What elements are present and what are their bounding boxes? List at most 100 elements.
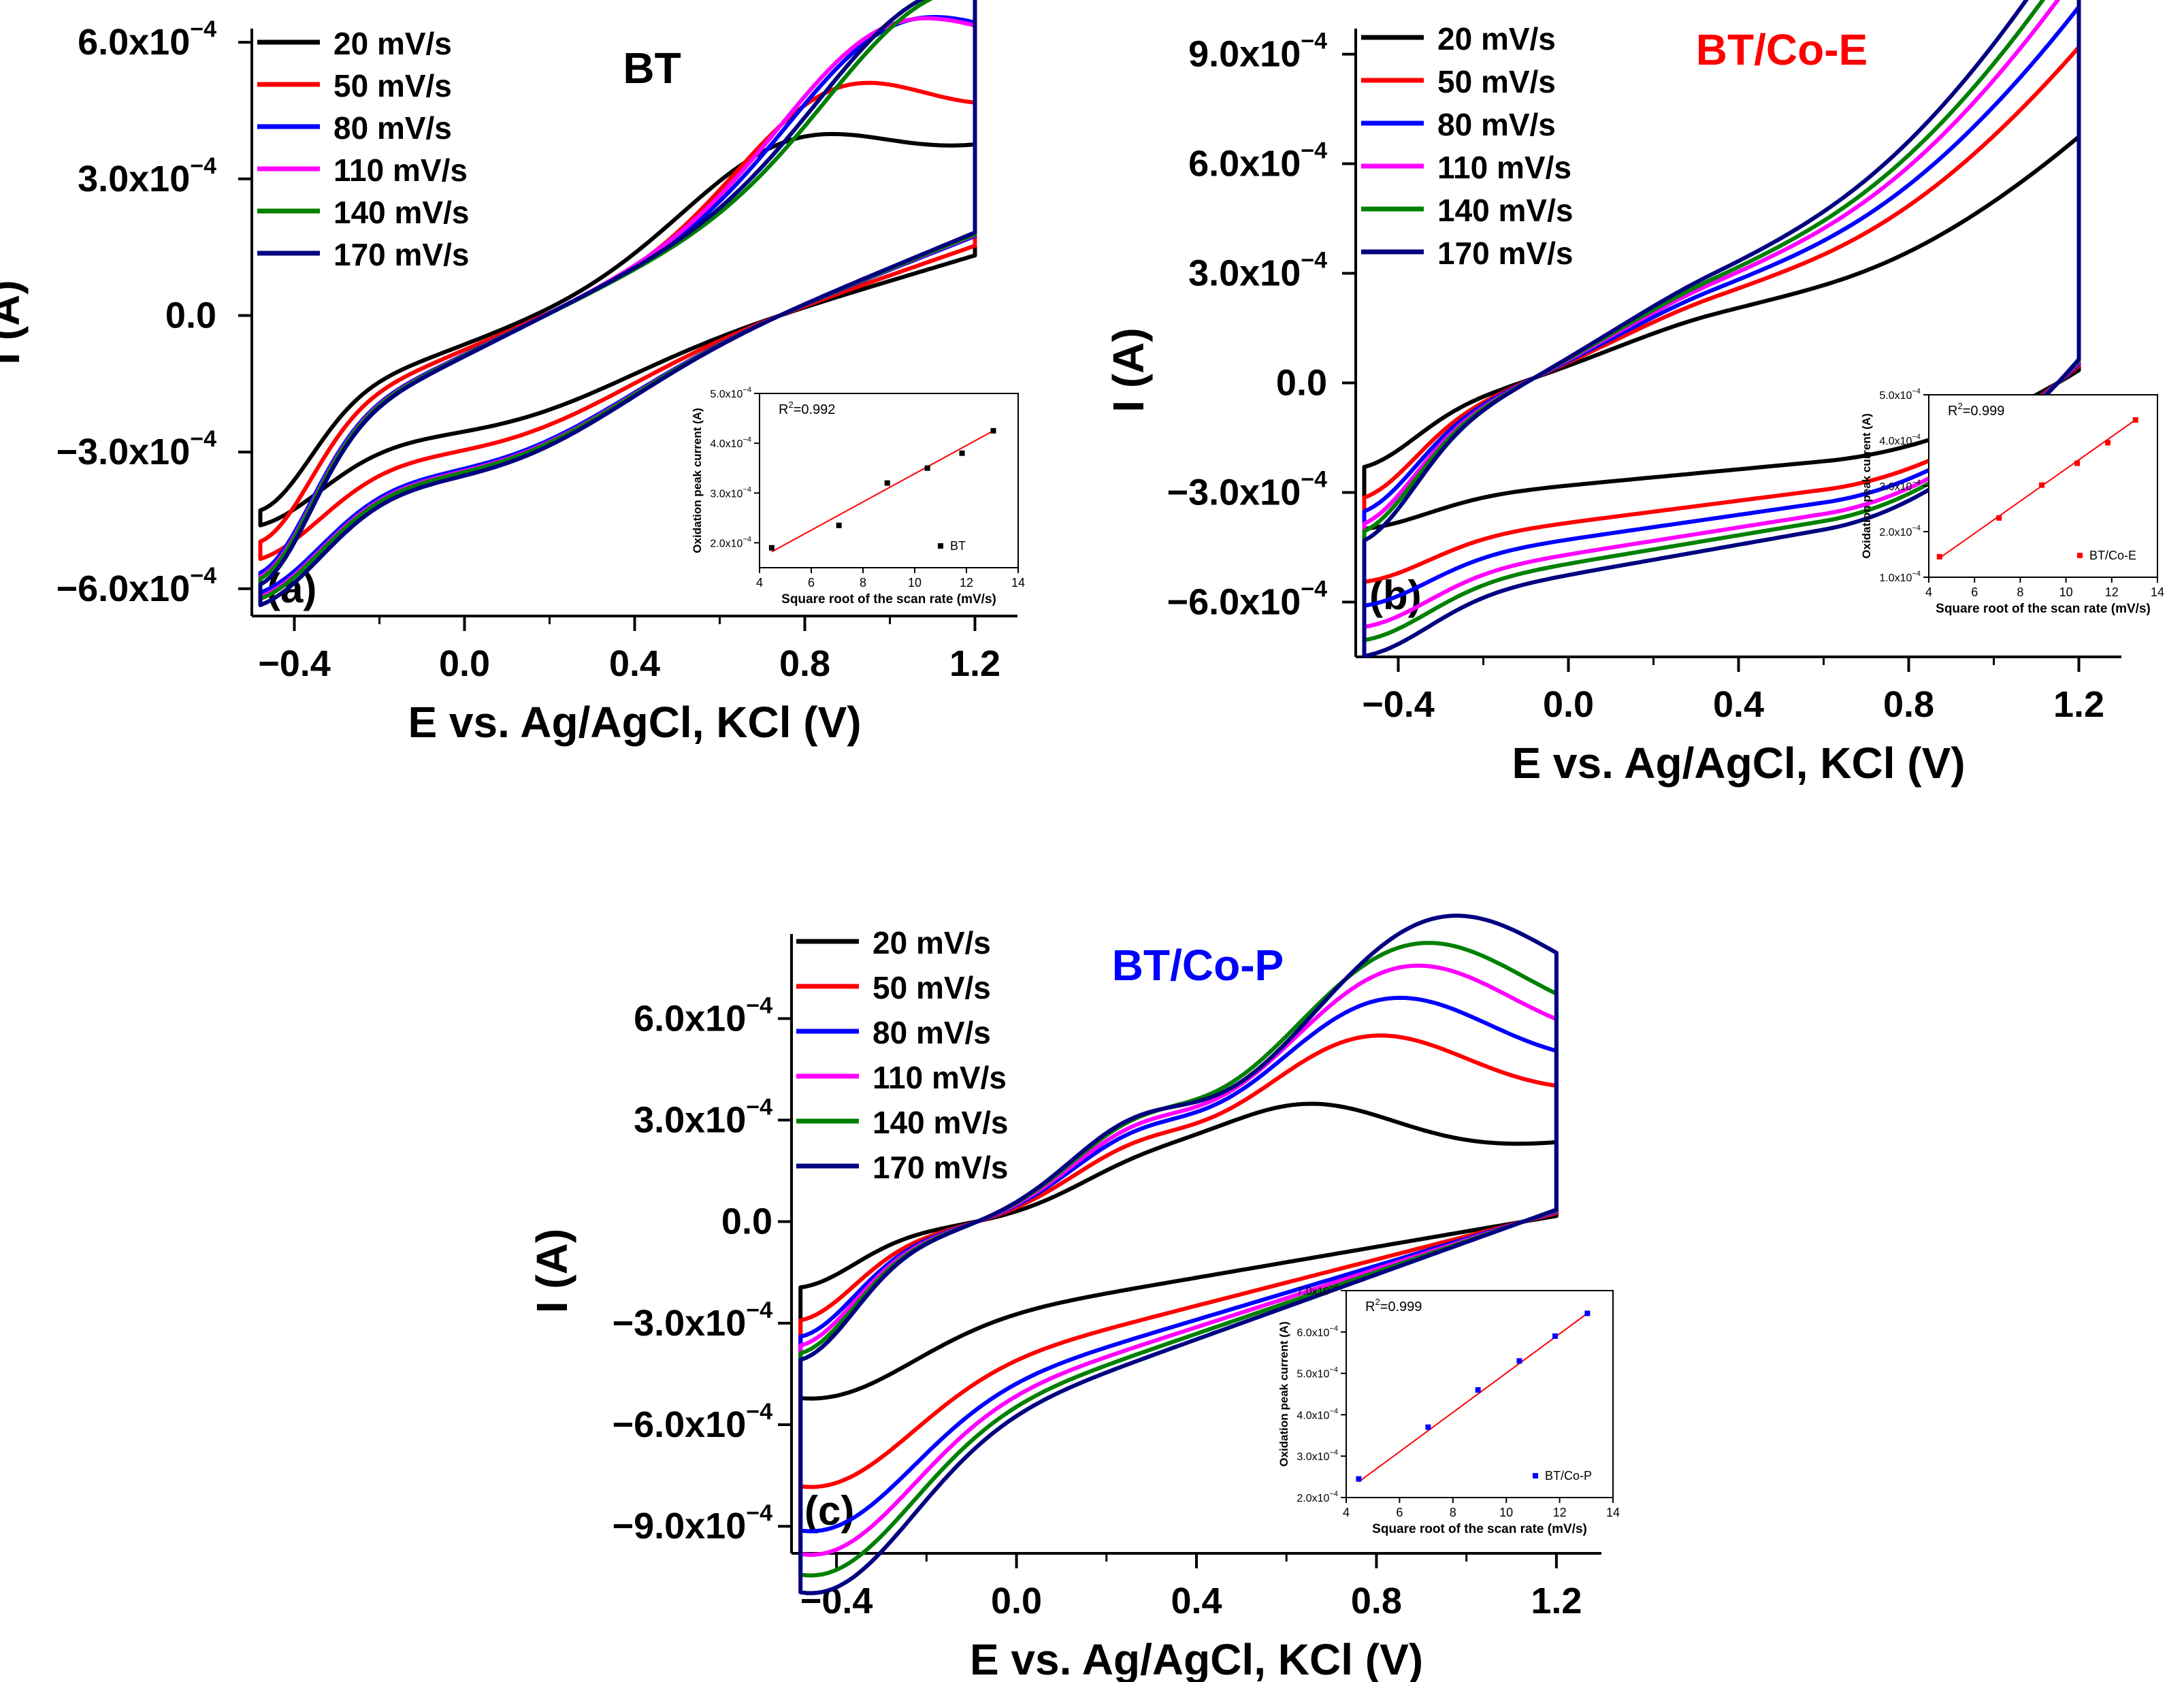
inset-y-tick-mantissa: 5.0x10 [1297, 1369, 1329, 1380]
x-tick-label: 1.2 [949, 643, 1000, 684]
inset-y-tick-label: 5.0x10−4 [1297, 1366, 1338, 1380]
inset-y-tick-exponent: −4 [1329, 1407, 1338, 1415]
inset-legend-marker [938, 543, 943, 549]
chart-panel-c: −0.4 0.0 0.4 0.8 1.26.0x10−43.0x10−40.0−3.0x… [527, 913, 1620, 1682]
inset-y-title: Oxidation peak current (A) [1277, 1321, 1290, 1466]
inset-y-tick-label: 4.0x10−4 [1297, 1407, 1338, 1421]
y-tick-mantissa: 6.0x10 [634, 998, 746, 1039]
legend-label: 20 mV/s [873, 925, 991, 960]
inset-y-tick-mantissa: 2.0x10 [710, 538, 743, 549]
legend-label: 170 mV/s [1437, 236, 1573, 271]
inset-y-tick-mantissa: 3.0x10 [1297, 1451, 1329, 1463]
inset-x-tick-label: 8 [1450, 1506, 1456, 1519]
inset-y-tick-label: 4.0x10−4 [1879, 433, 1921, 447]
inset-y-title: Oxidation peak current (A) [1860, 413, 1873, 558]
inset-data-point [884, 480, 890, 486]
inset-y-tick-mantissa: 5.0x10 [710, 389, 743, 400]
panel-label: (c) [804, 1488, 854, 1534]
inset-data-point [2132, 417, 2138, 423]
y-tick-mantissa: 6.0x10 [1188, 144, 1301, 184]
inset-data-point [924, 465, 930, 471]
inset-data-point [1356, 1476, 1362, 1482]
cv-curve [258, 0, 977, 607]
x-tick-label: 0.0 [439, 643, 490, 684]
x-tick-label: 0.4 [609, 643, 660, 684]
inset-data-point [1475, 1387, 1481, 1393]
x-axis-title: E vs. Ag/AgCl, KCl (V) [408, 698, 861, 747]
y-tick-label: −6.0x10−4 [613, 1399, 773, 1445]
y-tick-label: −3.0x10−4 [1167, 467, 1328, 513]
panel-title: BT/Co-E [1696, 25, 1868, 74]
inset-y-tick-label: 3.0x10−4 [710, 485, 751, 500]
y-tick-exponent: −4 [190, 153, 216, 179]
y-tick-label: 0.0 [1276, 363, 1327, 404]
inset-data-point [959, 450, 965, 456]
inset-r2-exp: 2 [1957, 401, 1962, 411]
legend-label: 140 mV/s [1437, 193, 1573, 228]
legend-label: 20 mV/s [1437, 21, 1556, 56]
legend-label: 80 mV/s [1437, 107, 1556, 142]
inset-data-point [1516, 1358, 1522, 1364]
inset-y-tick-label: 7.0x10−4 [1297, 1283, 1338, 1297]
inset-data-point [836, 522, 842, 528]
inset-y-tick-mantissa: 4.0x10 [710, 438, 743, 450]
inset-y-tick-exponent: −4 [1329, 1449, 1338, 1457]
legend-label: 50 mV/s [873, 970, 991, 1005]
inset-x-tick-label: 10 [908, 576, 922, 589]
inset-x-tick-label: 8 [860, 576, 866, 589]
cv-curve [798, 1101, 1559, 1401]
y-tick-label: −9.0x10−4 [613, 1500, 773, 1547]
inset-y-tick-exponent: −4 [1329, 1283, 1338, 1291]
x-tick-label: 0.4 [1713, 684, 1764, 725]
y-tick-label: 0.0 [165, 295, 216, 336]
legend-label: 50 mV/s [333, 68, 452, 103]
y-tick-label: 3.0x10−4 [634, 1094, 772, 1140]
x-tick-label: 1.2 [1531, 1581, 1582, 1621]
inset-y-tick-mantissa: 7.0x10 [1297, 1286, 1329, 1297]
inset-y-tick-mantissa: 2.0x10 [1297, 1493, 1329, 1504]
y-tick-mantissa: 0.0 [1276, 363, 1327, 404]
x-tick-label: 0.8 [779, 643, 830, 684]
inset-r2: R2=0.992 [779, 400, 835, 417]
y-tick-mantissa: 6.0x10 [78, 22, 190, 63]
inset-x-tick-label: 14 [1606, 1506, 1620, 1519]
y-tick-mantissa: −6.0x10 [613, 1404, 747, 1445]
y-tick-exponent: −4 [746, 992, 772, 1018]
x-tick-label: 0.0 [1543, 684, 1594, 725]
y-tick-exponent: −4 [1301, 577, 1327, 602]
y-tick-label: 9.0x10−4 [1188, 29, 1327, 75]
y-tick-exponent: −4 [746, 1297, 772, 1323]
inset-r2-exp: 2 [1375, 1297, 1380, 1307]
inset-legend-marker [1533, 1473, 1538, 1478]
inset-y-tick-mantissa: 3.0x10 [1879, 481, 1912, 493]
inset-data-point [1996, 515, 2002, 521]
inset-r2-base: R [779, 402, 788, 417]
inset-fit-line [1358, 1312, 1588, 1483]
inset-y-tick-mantissa: 4.0x10 [1879, 436, 1912, 447]
x-tick-label: 0.0 [991, 1581, 1042, 1621]
panel-title: BT [623, 44, 681, 93]
inset-y-tick-exponent: −4 [743, 485, 751, 494]
legend-label: 80 mV/s [873, 1015, 991, 1050]
inset-x-tick-label: 14 [1011, 576, 1025, 589]
inset-y-tick-label: 6.0x10−4 [1297, 1325, 1338, 1339]
inset-legend-label: BT [950, 539, 966, 553]
x-tick-label: 0.4 [1171, 1581, 1222, 1621]
inset-x-title: Square root of the scan rate (mV/s) [1372, 1522, 1587, 1536]
inset-y-tick-label: 2.0x10−4 [1879, 524, 1921, 538]
legend-label: 110 mV/s [1437, 150, 1571, 185]
inset-plot: 4 6 8 10 12 142.0x10−43.0x10−44.0x10−45.0x10−… [1277, 1283, 1620, 1536]
inset-data-point [1584, 1310, 1591, 1316]
legend-label: 110 mV/s [333, 152, 468, 188]
inset-x-tick-label: 4 [1343, 1506, 1350, 1519]
inset-x-tick-label: 10 [2059, 585, 2073, 599]
y-tick-mantissa: 0.0 [721, 1201, 772, 1242]
x-tick-label: 0.8 [1883, 684, 1934, 725]
y-tick-mantissa: 3.0x10 [1188, 253, 1301, 294]
y-tick-exponent: −4 [190, 426, 216, 452]
inset-data-point [2038, 482, 2044, 488]
inset-x-tick-label: 14 [2151, 585, 2164, 599]
inset-r2: R2=0.999 [1365, 1297, 1422, 1314]
inset-y-tick-exponent: −4 [1912, 524, 1921, 532]
chart-panel-b: −0.4 0.0 0.4 0.8 1.29.0x10−46.0x10−43.0x10−4… [1104, 0, 2164, 788]
